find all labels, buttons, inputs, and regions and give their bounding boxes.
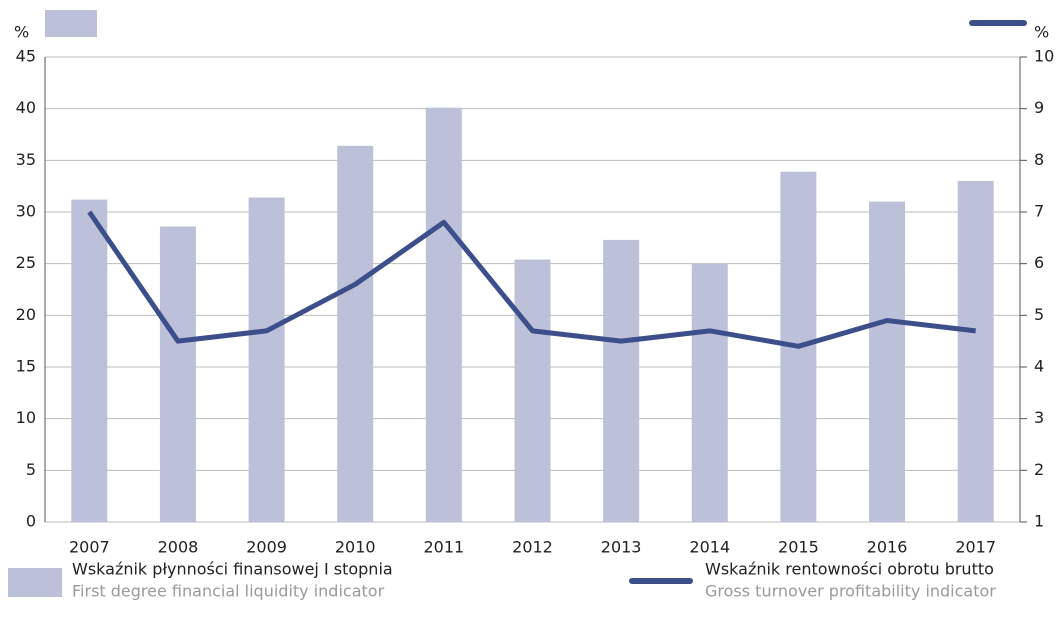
y2-tick-label: 3 — [1034, 408, 1044, 427]
x-tick-label: 2014 — [689, 538, 730, 557]
y-tick-label: 20 — [16, 305, 36, 324]
x-tick-label: 2012 — [512, 538, 553, 557]
legend-swatch — [45, 10, 97, 37]
y2-tick-label: 1 — [1034, 512, 1044, 531]
y-tick-label: 0 — [26, 512, 36, 531]
y-tick-label: 25 — [16, 253, 36, 272]
y2-tick-label: 8 — [1034, 150, 1044, 169]
x-tick-label: 2011 — [424, 538, 465, 557]
legend-label: Wskaźnik płynności finansowej I stopnia — [72, 560, 393, 579]
x-tick-label: 2013 — [601, 538, 642, 557]
x-tick-label: 2016 — [867, 538, 908, 557]
y-tick-label: 35 — [16, 150, 36, 169]
x-tick-label: 2017 — [955, 538, 996, 557]
y2-tick-label: 2 — [1034, 460, 1044, 479]
y-tick-label: 10 — [16, 408, 36, 427]
bar — [869, 201, 906, 522]
legend-sublabel: Gross turnover profitability indicator — [705, 582, 996, 601]
x-tick-label: 2009 — [246, 538, 287, 557]
legend-swatch — [8, 568, 62, 597]
bar — [957, 181, 994, 522]
y2-tick-label: 4 — [1034, 357, 1044, 376]
x-tick-label: 2007 — [69, 538, 110, 557]
bar — [514, 259, 551, 522]
y-tick-label: 5 — [26, 460, 36, 479]
bar — [425, 107, 462, 522]
line — [87, 210, 976, 349]
x-tick-label: 2008 — [158, 538, 199, 557]
y2-tick-label: 5 — [1034, 305, 1044, 324]
x-tick-label: 2010 — [335, 538, 376, 557]
y2-unit: % — [1034, 23, 1049, 42]
x-tick-label: 2015 — [778, 538, 819, 557]
y2-tick-label: 7 — [1034, 202, 1044, 221]
y-tick-label: 40 — [16, 98, 36, 117]
y-unit: % — [14, 23, 29, 42]
bar — [248, 197, 285, 523]
legend-sublabel: First degree financial liquidity indicat… — [72, 582, 385, 601]
legend-label: Wskaźnik rentowności obrotu brutto — [705, 560, 994, 579]
bar — [691, 263, 728, 522]
y-tick-label: 45 — [16, 47, 36, 66]
y-tick-label: 30 — [16, 202, 36, 221]
y2-tick-label: 6 — [1034, 253, 1044, 272]
bar — [159, 226, 196, 522]
y2-tick-label: 10 — [1034, 47, 1054, 66]
bar — [71, 199, 108, 522]
bar — [337, 145, 374, 522]
y-tick-label: 15 — [16, 357, 36, 376]
bar — [603, 239, 640, 522]
y2-tick-label: 9 — [1034, 98, 1044, 117]
